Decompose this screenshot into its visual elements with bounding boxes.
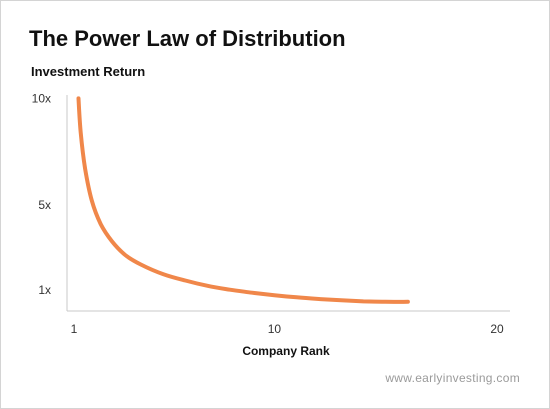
source-credit: www.earlyinvesting.com: [385, 371, 520, 385]
series-line: [76, 96, 410, 304]
y-tick-label: 5x: [38, 198, 51, 212]
x-tick-label: 10: [268, 322, 282, 336]
y-tick-label: 10x: [32, 91, 51, 105]
x-axis-label: Company Rank: [242, 344, 330, 358]
x-tick-label: 20: [490, 322, 504, 336]
y-axis-label: Investment Return: [31, 64, 146, 79]
y-tick-label: 1x: [38, 283, 51, 297]
chart-title: The Power Law of Distribution: [29, 26, 346, 51]
x-tick-label: 1: [71, 322, 78, 336]
y-tick-labels: 1x 5x 10x: [32, 91, 51, 297]
x-tick-labels: 1 10 20: [71, 322, 504, 336]
